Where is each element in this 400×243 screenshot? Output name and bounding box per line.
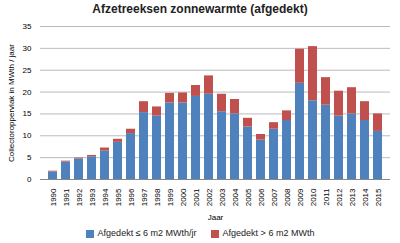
svg-text:2007: 2007 xyxy=(270,188,279,206)
svg-text:20: 20 xyxy=(23,88,32,97)
svg-text:2003: 2003 xyxy=(218,188,227,206)
html-text:Afzetreeksen zonnewarmte (afge: Afzetreeksen zonnewarmte (afgedekt) xyxy=(92,2,308,16)
svg-text:25: 25 xyxy=(23,66,32,75)
svg-text:2012: 2012 xyxy=(335,188,344,206)
svg-text:1994: 1994 xyxy=(101,188,110,206)
svg-text:2015: 2015 xyxy=(374,188,383,206)
svg-text:2011: 2011 xyxy=(322,188,331,206)
svg-text:5: 5 xyxy=(27,153,32,162)
svg-text:Jaar: Jaar xyxy=(208,213,224,222)
svg-text:1993: 1993 xyxy=(88,188,97,206)
svg-text:2009: 2009 xyxy=(296,188,305,206)
svg-text:2000: 2000 xyxy=(179,188,188,206)
svg-text:1997: 1997 xyxy=(140,188,149,206)
svg-text:10: 10 xyxy=(23,131,32,140)
svg-text:2004: 2004 xyxy=(231,188,240,206)
svg-text:2013: 2013 xyxy=(348,188,357,206)
svg-text:2008: 2008 xyxy=(283,188,292,206)
svg-text:2010: 2010 xyxy=(309,188,318,206)
svg-text:1999: 1999 xyxy=(166,188,175,206)
svg-text:1998: 1998 xyxy=(153,188,162,206)
html-text:Afgedekt > 6 m2 MWth: Afgedekt > 6 m2 MWth xyxy=(222,228,315,238)
svg-text:1996: 1996 xyxy=(127,188,136,206)
svg-text:0: 0 xyxy=(27,175,32,184)
svg-text:1995: 1995 xyxy=(114,188,123,206)
svg-text:Collectoroppervlak in MWth / j: Collectoroppervlak in MWth / jaar xyxy=(7,44,16,162)
svg-text:1992: 1992 xyxy=(75,188,84,206)
html-text:Afgedekt ≤ 6 m2 MWth/jr: Afgedekt ≤ 6 m2 MWth/jr xyxy=(97,228,197,238)
svg-text:1991: 1991 xyxy=(62,188,71,206)
svg-text:2001: 2001 xyxy=(192,188,201,206)
svg-text:2006: 2006 xyxy=(257,188,266,206)
svg-text:2014: 2014 xyxy=(361,188,370,206)
svg-text:30: 30 xyxy=(23,44,32,53)
svg-text:15: 15 xyxy=(23,109,32,118)
svg-text:2002: 2002 xyxy=(205,188,214,206)
svg-text:1990: 1990 xyxy=(49,188,58,206)
svg-text:2005: 2005 xyxy=(244,188,253,206)
svg-text:35: 35 xyxy=(23,22,32,31)
